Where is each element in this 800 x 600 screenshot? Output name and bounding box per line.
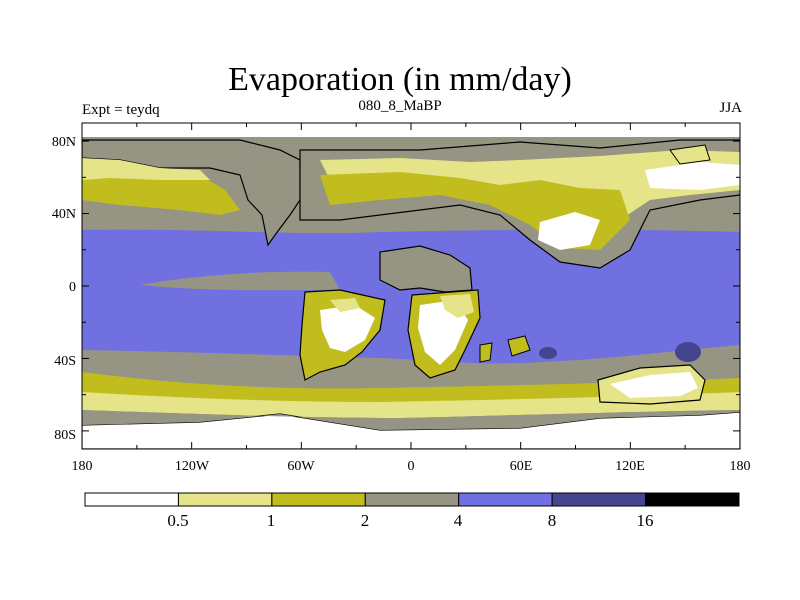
x-tick-label: 60W [287,459,315,474]
colorbar-swatch [645,492,740,507]
colorbar-label: 1 [267,511,276,530]
x-tick-label: 120W [175,459,210,474]
colorbar-swatch [458,492,553,507]
y-axis-labels: 80N 40N 0 40S 80S [52,135,76,443]
africa-dry [440,294,474,318]
southern-mid-band [82,372,740,402]
x-tick-label: 180 [72,459,93,474]
indian-island [507,335,531,357]
south-america-desert [320,305,375,352]
y-tick-label: 80N [52,135,76,150]
x-axis-labels: 180 120W 60W 0 60E 120E 180 [72,459,751,474]
central-asia-desert [538,212,600,250]
island-small [479,342,493,363]
colorbar-label: 4 [454,511,463,530]
axis-ticks [81,123,741,449]
siberia-desert [645,162,740,190]
season-label: JJA [719,100,742,116]
cold-tongue [140,271,340,291]
x-tick-label: 0 [408,459,415,474]
period-label: 080_8_MaBP [358,98,442,114]
colorbar [84,492,740,507]
y-tick-label: 0 [69,280,76,295]
colorbar-swatch [551,492,647,507]
experiment-label: Expt = teydq [82,102,160,118]
colorbar-swatch [271,492,366,507]
y-tick-label: 80S [54,428,76,443]
south-america-dry [330,298,360,312]
high-evap-spot-2 [675,342,701,362]
page-title: Evaporation (in mm/day) [228,61,572,98]
north-america-north [82,158,210,180]
colorbar-label: 16 [637,511,654,530]
colorbar-swatch [364,492,460,507]
x-tick-label: 120E [615,459,645,474]
colorbar-label: 8 [548,511,557,530]
colorbar-label: 0.5 [167,511,188,530]
colorbar-swatch [177,492,273,507]
arctic-islands [669,144,711,165]
south-coast-band [82,410,740,430]
colorbar-label: 2 [361,511,370,530]
y-tick-label: 40S [54,354,76,369]
colorbar-labels: 0.5 1 2 4 8 16 [167,511,653,530]
x-tick-label: 180 [730,459,751,474]
australia-desert [610,372,698,398]
high-evap-spot-1 [539,347,557,359]
x-tick-label: 60E [510,459,533,474]
y-tick-label: 40N [52,207,76,222]
evaporation-map [82,123,740,449]
colorbar-swatch [84,492,179,507]
